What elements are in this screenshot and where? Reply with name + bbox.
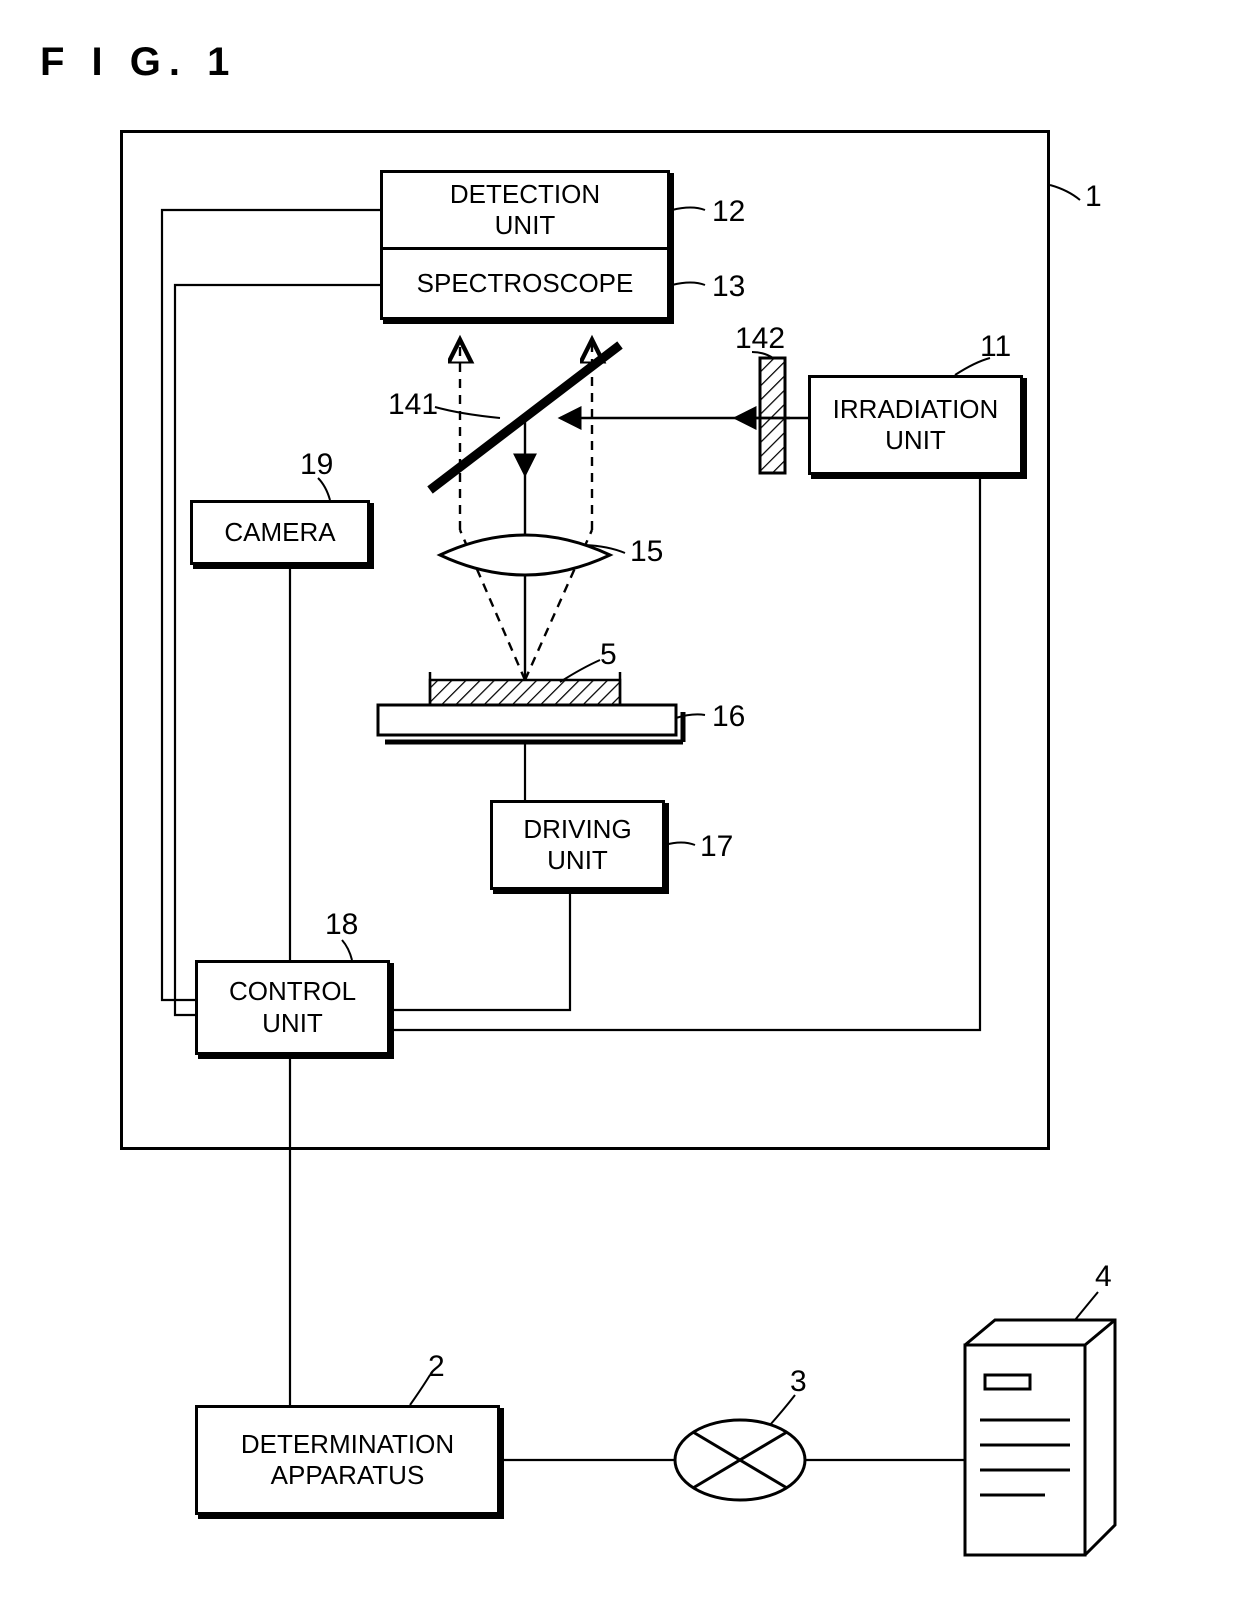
camera-block: CAMERA (190, 500, 370, 565)
ref-2: 2 (428, 1350, 445, 1384)
driving-unit-block: DRIVINGUNIT (490, 800, 665, 890)
server-icon (965, 1320, 1115, 1555)
ref-141: 141 (388, 388, 438, 422)
driving-unit-label: DRIVINGUNIT (523, 814, 631, 876)
ref-12: 12 (712, 195, 745, 229)
ref-13: 13 (712, 270, 745, 304)
ref-19: 19 (300, 448, 333, 482)
irradiation-unit-block: IRRADIATIONUNIT (808, 375, 1023, 475)
control-unit-label: CONTROLUNIT (229, 976, 356, 1038)
irradiation-unit-label: IRRADIATIONUNIT (833, 394, 999, 456)
determination-apparatus-label: DETERMINATIONAPPARATUS (241, 1429, 454, 1491)
ref-4: 4 (1095, 1260, 1112, 1294)
ref-11: 11 (980, 330, 1011, 364)
ref-3: 3 (790, 1365, 807, 1399)
figure-title: F I G. 1 (40, 40, 237, 85)
detection-unit-block: DETECTIONUNIT (380, 170, 670, 250)
spectroscope-block: SPECTROSCOPE (380, 250, 670, 320)
ref-1: 1 (1085, 180, 1102, 214)
ref-18: 18 (325, 908, 358, 942)
network-node-icon (675, 1420, 805, 1500)
camera-label: CAMERA (224, 517, 335, 548)
determination-apparatus-block: DETERMINATIONAPPARATUS (195, 1405, 500, 1515)
detection-unit-label: DETECTIONUNIT (450, 179, 600, 241)
ref-142: 142 (735, 322, 785, 356)
ref-15: 15 (630, 535, 663, 569)
spectroscope-label: SPECTROSCOPE (417, 268, 634, 299)
ref-17: 17 (700, 830, 733, 864)
ref-5: 5 (600, 638, 617, 672)
ref-16: 16 (712, 700, 745, 734)
control-unit-block: CONTROLUNIT (195, 960, 390, 1055)
